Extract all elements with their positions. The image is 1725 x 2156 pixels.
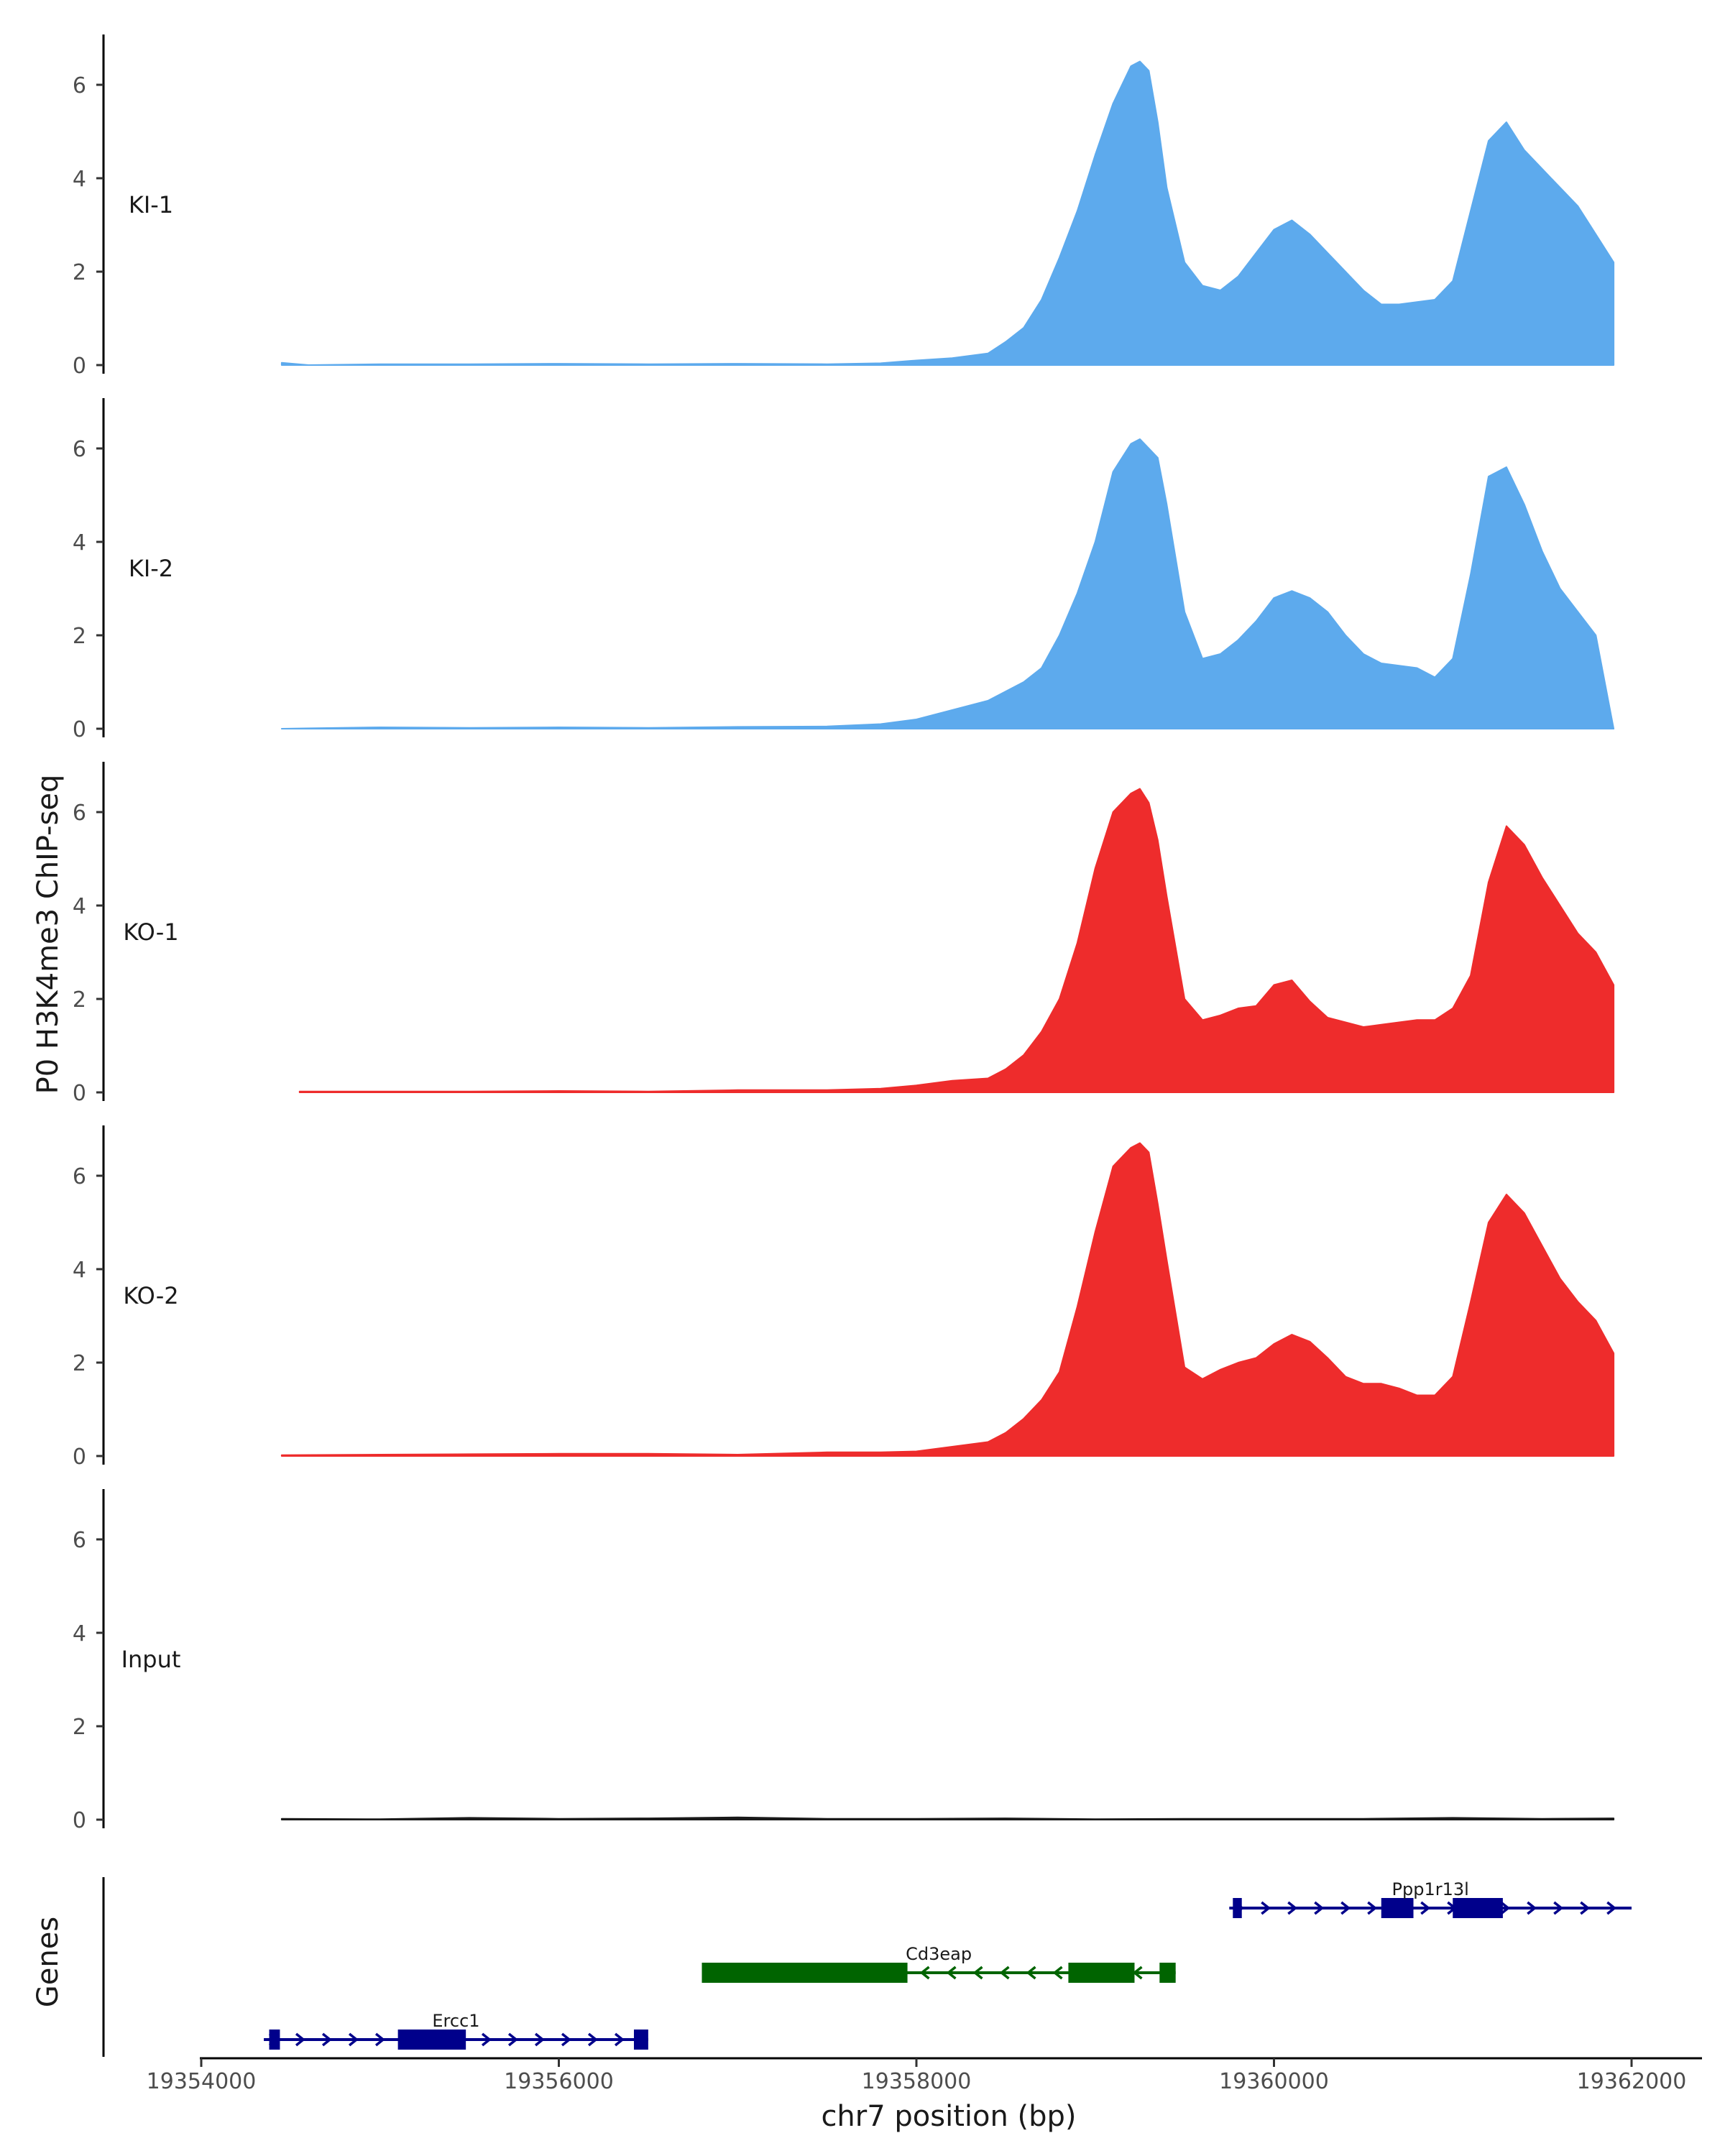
y-tick-label: 0 (73, 1445, 86, 1470)
y-tick-label: 6 (73, 801, 86, 826)
strand-arrow (534, 2032, 545, 2047)
strand-arrow (374, 2032, 385, 2047)
strand-arrow (1580, 1901, 1591, 1915)
strand-arrow (919, 1966, 930, 1980)
gene-ppp1r13l: Ppp1r13l (1229, 1879, 1632, 1918)
strand-arrow (1287, 1901, 1298, 1915)
strand-arrow (507, 2032, 518, 2047)
y-tick-label: 0 (73, 717, 86, 742)
track-ko-2: 0 2 4 6 KO-2 (73, 1125, 1615, 1470)
y-tick-label: 4 (73, 167, 86, 192)
x-tick-label: 19356000 (504, 2069, 614, 2094)
strand-arrow (1553, 1901, 1564, 1915)
genes-axis-title: Genes (32, 1917, 65, 2007)
strand-arrow (348, 2032, 359, 2047)
gene-exon (1233, 1898, 1242, 1918)
coverage-area (280, 60, 1615, 366)
y-tick-label: 6 (73, 1528, 86, 1553)
gene-exon (702, 1963, 908, 1983)
strand-arrow (587, 2032, 598, 2047)
gene-cd3eap: Cd3eap (702, 1944, 1176, 1983)
y-tick-label: 0 (73, 354, 86, 379)
strand-arrow (1314, 1901, 1325, 1915)
gene-name: Ercc1 (432, 2011, 479, 2031)
y-tick-label: 0 (73, 1808, 86, 1833)
x-axis-title: chr7 position (bp) (821, 2100, 1076, 2133)
coverage-tracks: 0 2 4 6 KI-1 0 2 4 6 KI-2 0 2 4 6 KO-1 0 2 4 6 KO-2 0 2 4 6 Inpu… (73, 34, 1615, 1833)
track-label: Input (121, 1646, 181, 1673)
y-tick-label: 2 (73, 1351, 86, 1376)
x-axis: 19354000 19356000 19358000 19360000 19362000 (147, 2057, 1702, 2094)
track-ki-2: 0 2 4 6 KI-2 (73, 398, 1615, 742)
strand-arrow (1367, 1901, 1378, 1915)
gene-name: Cd3eap (906, 1944, 972, 1964)
y-tick-label: 4 (73, 894, 86, 919)
x-tick-label: 19362000 (1577, 2069, 1687, 2094)
y-tick-label: 6 (73, 1164, 86, 1189)
y-axis-title: P0 H3K4me3 ChIP-seq (32, 775, 65, 1095)
strand-arrow (321, 2032, 332, 2047)
strand-arrow (1132, 1966, 1143, 1980)
coverage-area (280, 438, 1615, 729)
y-tick-label: 4 (73, 530, 86, 556)
strand-arrow (1527, 1901, 1537, 1915)
strand-arrow (1500, 1901, 1511, 1915)
track-label: KO-1 (123, 918, 178, 946)
strand-arrow (972, 1966, 983, 1980)
gene-exon (633, 2030, 648, 2050)
gene-name: Ppp1r13l (1392, 1879, 1469, 1899)
gene-exon (1381, 1898, 1414, 1918)
strand-arrow (614, 2032, 625, 2047)
x-tick-label: 19358000 (862, 2069, 972, 2094)
gene-annotation-track: Ppp1r13l Cd3eap Ercc1 (102, 1877, 1632, 2057)
gene-exon (1068, 1963, 1135, 1983)
track-input: 0 2 4 6 Input (73, 1489, 1615, 1833)
strand-arrow (1052, 1966, 1063, 1980)
gene-exon (1453, 1898, 1503, 1918)
coverage-area (298, 788, 1615, 1093)
gene-exon (269, 2030, 280, 2050)
strand-arrow (481, 2032, 492, 2047)
y-tick-label: 2 (73, 260, 86, 285)
y-tick-label: 2 (73, 987, 86, 1013)
y-tick-label: 4 (73, 1258, 86, 1283)
coverage-area (280, 1816, 1615, 1820)
strand-arrow (295, 2032, 305, 2047)
gene-exon (1159, 1963, 1176, 1983)
y-tick-label: 2 (73, 624, 86, 649)
y-tick-label: 4 (73, 1621, 86, 1646)
strand-arrow (1420, 1901, 1431, 1915)
track-label: KI-2 (129, 555, 173, 582)
y-tick-label: 6 (73, 73, 86, 98)
x-tick-label: 19360000 (1219, 2069, 1329, 2094)
strand-arrow (1606, 1901, 1617, 1915)
coverage-area (280, 1142, 1615, 1457)
track-label: KO-2 (123, 1282, 178, 1309)
track-ki-1: 0 2 4 6 KI-1 (73, 34, 1615, 379)
strand-arrow (999, 1966, 1010, 1980)
strand-arrow (1026, 1966, 1036, 1980)
strand-arrow (561, 2032, 571, 2047)
y-tick-label: 6 (73, 437, 86, 462)
x-tick-label: 19354000 (147, 2069, 257, 2094)
gene-ercc1: Ercc1 (264, 2011, 648, 2050)
strand-arrow (1340, 1901, 1351, 1915)
gene-exon (397, 2030, 466, 2050)
track-ko-1: 0 2 4 6 KO-1 (73, 762, 1615, 1106)
y-tick-label: 2 (73, 1715, 86, 1740)
strand-arrow (946, 1966, 957, 1980)
y-tick-label: 0 (73, 1081, 86, 1106)
strand-arrow (1261, 1901, 1271, 1915)
track-label: KI-1 (129, 191, 173, 218)
